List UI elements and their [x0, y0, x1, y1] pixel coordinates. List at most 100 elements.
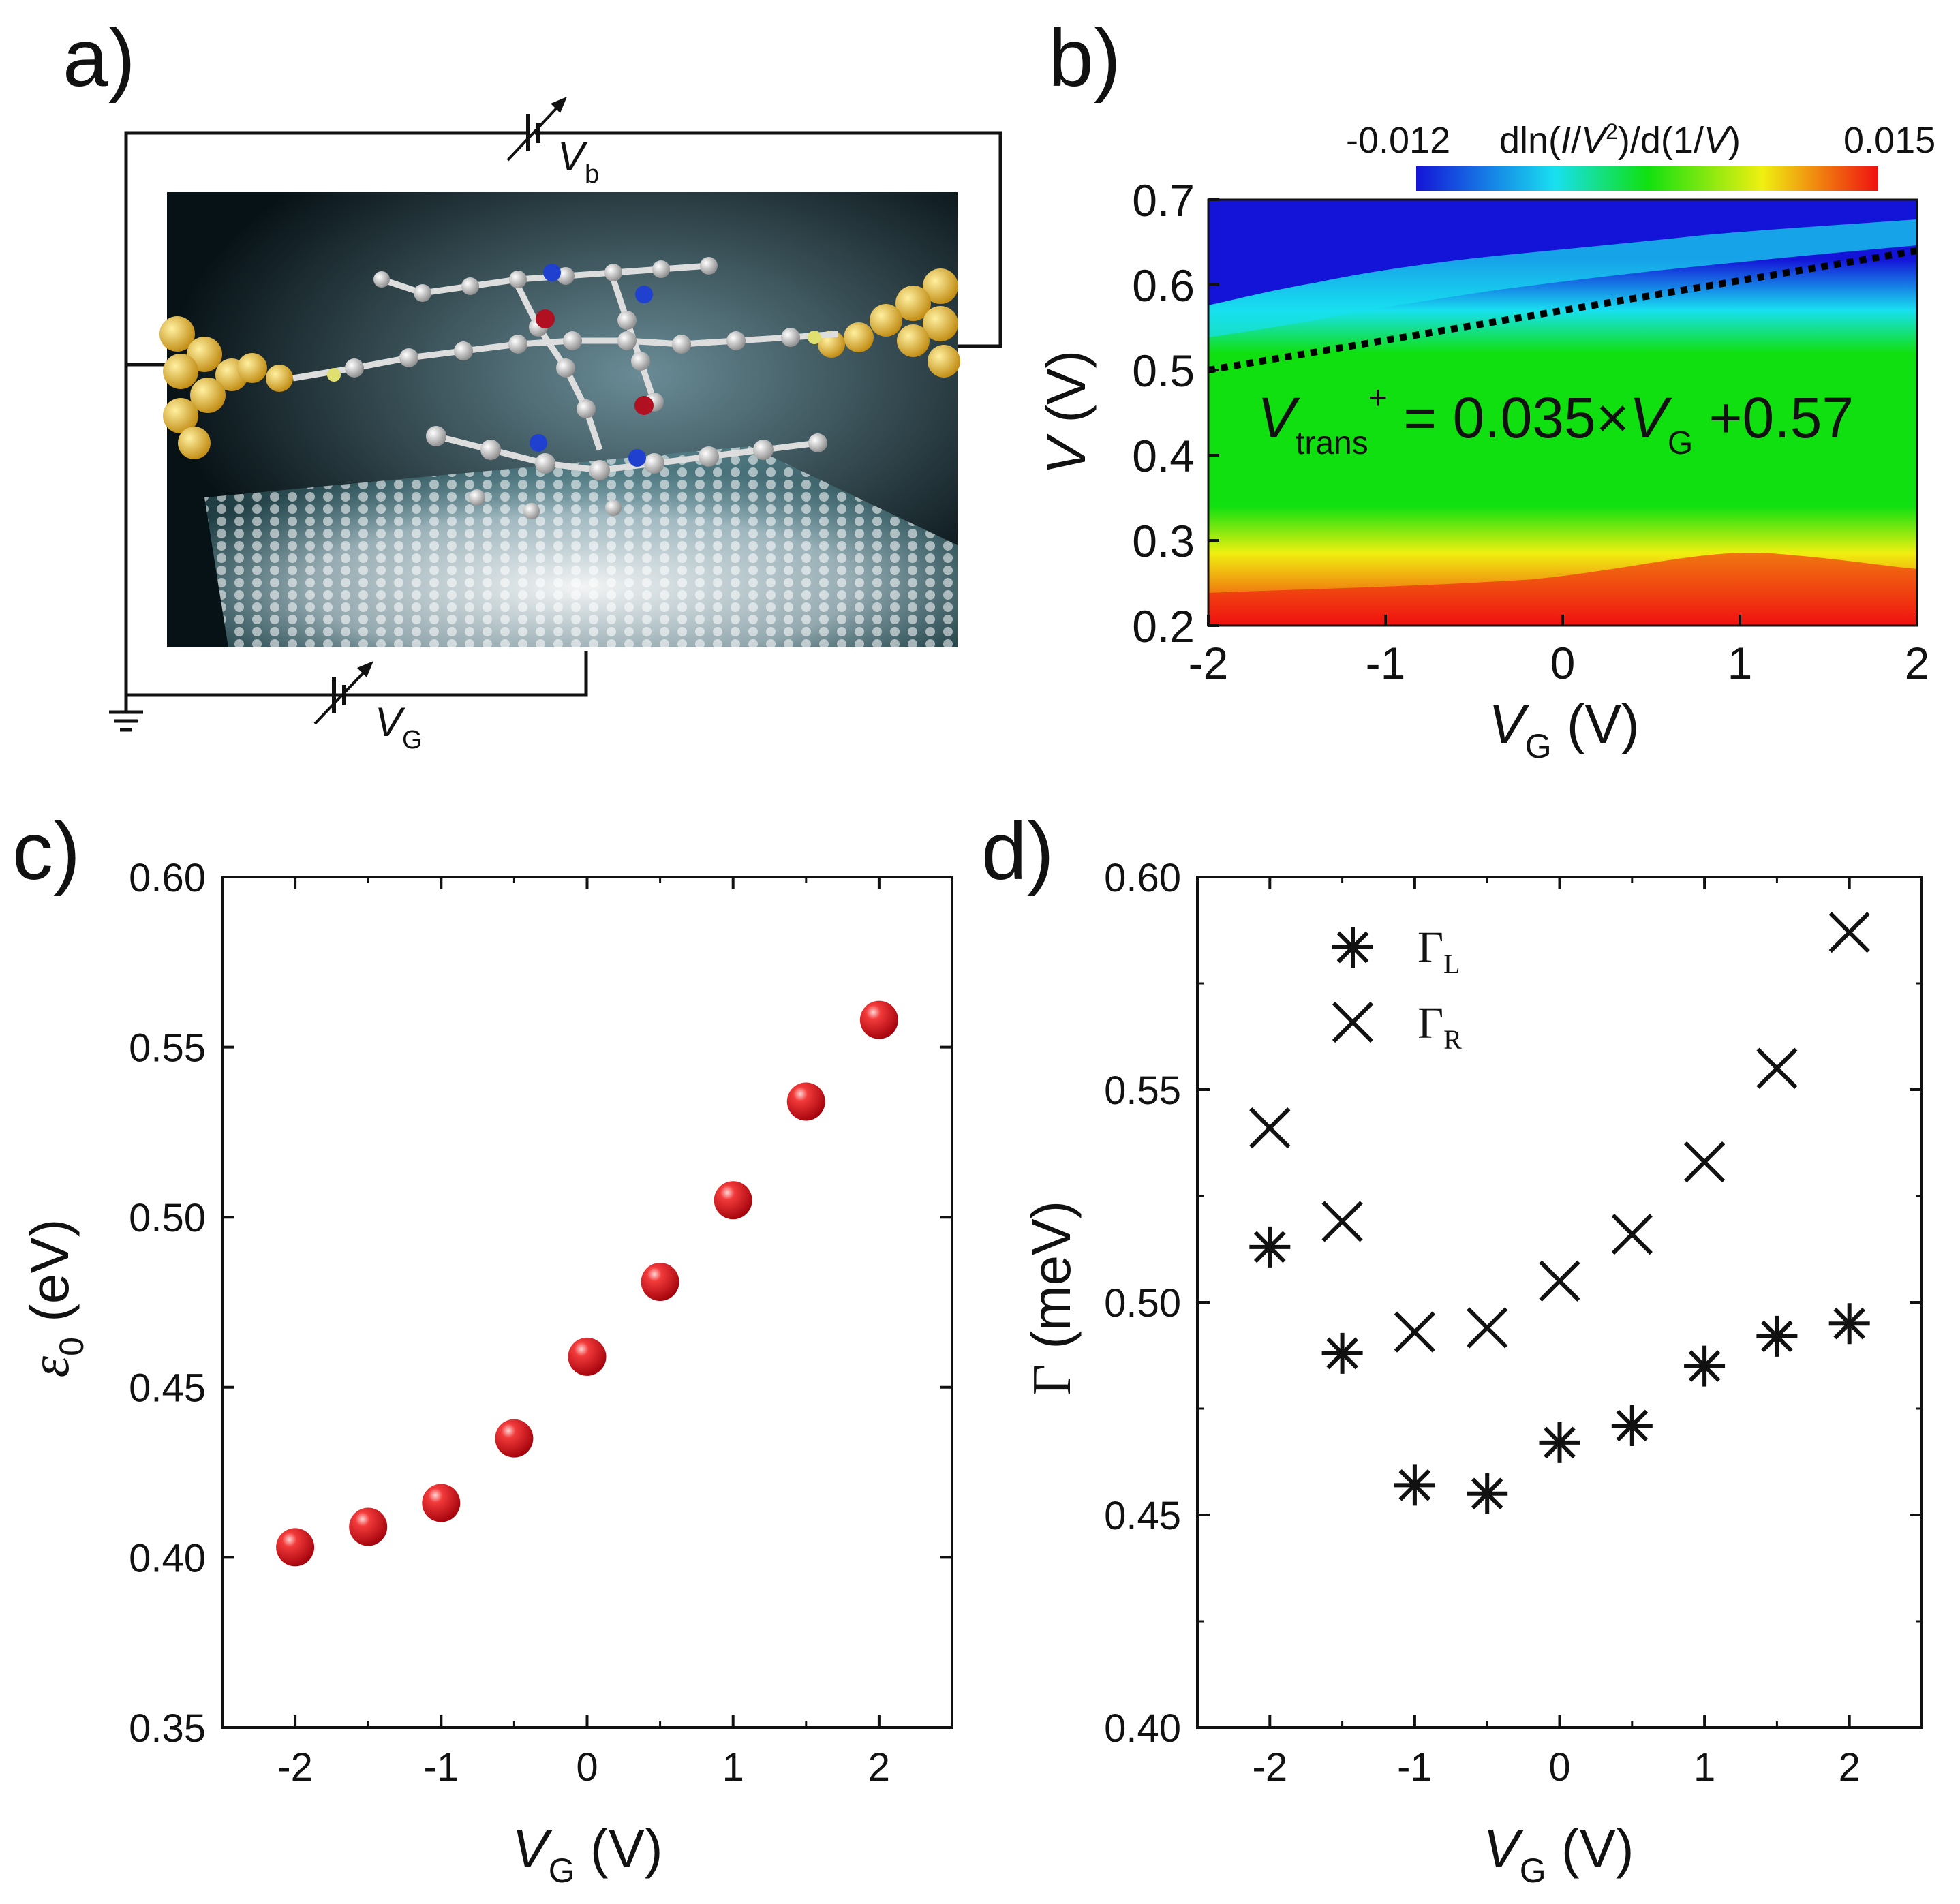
y-tick-label: 0.35	[129, 1706, 206, 1751]
panel-c-xlabel: VG (V)	[512, 1818, 662, 1890]
panel-d: d) -2 -1 0 1 2 0.40 0.45 0.50 0.55 0.60 ΓL ΓR VG …	[981, 805, 1923, 1890]
panel-c-axes: -2 -1 0 1 2 0.35 0.40 0.45 0.50 0.55 0.60	[129, 856, 953, 1790]
gamma-r-point	[1394, 1311, 1436, 1353]
molecule	[292, 257, 839, 519]
vb-label: Vb	[557, 134, 599, 189]
fit-annotation: Vtrans+ = 0.035×VG +0.57	[1257, 380, 1854, 461]
panel-b-ylabel: V (V)	[1036, 350, 1097, 474]
asterisk-stroke	[1544, 1426, 1576, 1459]
colorbar-max-label: 0.015	[1843, 120, 1935, 161]
y-tick-label: 0.55	[129, 1026, 206, 1070]
panel-c-letter: c)	[12, 805, 80, 897]
x-tick-label: 0	[1548, 1745, 1570, 1790]
circuit-wires	[124, 131, 1002, 712]
y-tick-label: 0.4	[1132, 431, 1195, 481]
y-tick-label: 0.50	[1104, 1281, 1181, 1325]
cross-stroke	[1467, 1307, 1508, 1349]
asterisk-stroke	[1761, 1320, 1793, 1353]
data-point	[859, 1000, 898, 1039]
panel-a: a) Vb VG	[63, 12, 1002, 754]
cross-stroke	[1332, 1001, 1374, 1043]
cross-stroke	[1828, 911, 1870, 953]
x-tick-label: -2	[1189, 638, 1229, 688]
gamma-r-point	[1683, 1141, 1726, 1183]
legend-cross	[1332, 1001, 1374, 1043]
y-tick-label: 0.3	[1132, 516, 1195, 566]
panel-a-letter: a)	[63, 12, 136, 104]
panel-c: c) -2 -1 0 1 2 0.35 0.40 0.45 0.50 0.55 0.60 VG (V…	[12, 805, 953, 1890]
asterisk-stroke	[1616, 1409, 1649, 1442]
data-point	[714, 1181, 752, 1220]
asterisk-stroke	[1688, 1350, 1721, 1382]
y-tick-label: 0.45	[129, 1366, 206, 1411]
legend-marker-gamma-l	[1332, 927, 1373, 968]
data-point	[641, 1263, 679, 1302]
asterisk-stroke	[1336, 931, 1369, 964]
x-tick-label: -1	[424, 1745, 459, 1790]
legend-marker-gamma-r	[1332, 1001, 1374, 1043]
cross-stroke	[1249, 1107, 1291, 1149]
panel-c-points	[276, 1000, 898, 1567]
x-tick-label: 1	[1728, 638, 1753, 688]
x-tick-label: -2	[1253, 1745, 1288, 1790]
gamma-r-point	[1828, 911, 1870, 953]
colorbar	[1416, 166, 1878, 191]
data-point	[349, 1507, 388, 1546]
panel-d-ylabel: Γ (meV)	[1021, 1201, 1082, 1396]
y-tick-label: 0.6	[1132, 260, 1195, 311]
y-tick-label: 0.2	[1132, 601, 1195, 651]
data-point	[495, 1419, 534, 1458]
cross-stroke	[1321, 1201, 1363, 1242]
asterisk-stroke	[1253, 1231, 1286, 1263]
panel-d-xlabel: VG (V)	[1483, 1818, 1634, 1890]
panel-b: b) -0.012 dln(I/V2)/d(1/V) 0.015 Vtrans+…	[1036, 12, 1935, 765]
gamma-l-point	[1467, 1473, 1508, 1514]
cross-stroke	[1683, 1141, 1726, 1183]
x-tick-label: -1	[1397, 1745, 1433, 1790]
y-tick-label: 0.50	[129, 1196, 206, 1240]
panel-c-ylabel: ε0 (eV)	[19, 1219, 91, 1378]
cross-stroke	[1611, 1214, 1653, 1255]
y-tick-label: 0.60	[129, 856, 206, 900]
y-tick-label: 0.40	[1104, 1706, 1181, 1751]
asterisk-stroke	[1833, 1307, 1866, 1340]
gamma-l-point	[1828, 1303, 1870, 1345]
legend-label-gamma-r: ΓR	[1418, 998, 1462, 1055]
gamma-l-point	[1684, 1345, 1726, 1387]
y-tick-label: 0.7	[1132, 175, 1195, 226]
x-tick-label: 0	[576, 1745, 598, 1790]
data-point	[276, 1528, 315, 1567]
molecular-junction-image	[159, 192, 960, 647]
panel-d-points	[1249, 911, 1870, 1514]
plot-frame	[1196, 876, 1923, 1729]
gamma-r-point	[1539, 1260, 1580, 1302]
gamma-l-point	[1321, 1332, 1363, 1374]
battery-vg	[313, 661, 373, 725]
gamma-r-point	[1249, 1107, 1291, 1149]
asterisk-stroke	[1471, 1477, 1503, 1510]
gamma-l-point	[1249, 1226, 1291, 1268]
gamma-l-point	[1394, 1464, 1435, 1506]
asterisk-stroke	[1326, 1337, 1358, 1370]
gold-electrode-left	[159, 316, 293, 459]
gold-electrode-right	[818, 268, 960, 378]
y-tick-label: 0.5	[1132, 346, 1195, 396]
asterisk-stroke	[1398, 1469, 1431, 1501]
vg-label: VG	[375, 699, 423, 754]
legend: ΓL ΓR	[1332, 923, 1462, 1055]
legend-asterisk	[1332, 927, 1373, 968]
data-point	[786, 1082, 825, 1121]
gamma-l-point	[1539, 1422, 1580, 1463]
panel-d-axes: -2 -1 0 1 2 0.40 0.45 0.50 0.55 0.60	[1104, 856, 1923, 1790]
colorbar-label: dln(I/V2)/d(1/V)	[1499, 119, 1741, 161]
plot-frame	[221, 876, 953, 1729]
panel-d-letter: d)	[981, 805, 1054, 897]
data-point	[568, 1337, 607, 1376]
legend-label-gamma-l: ΓL	[1418, 923, 1460, 979]
x-tick-label: 2	[1839, 1745, 1861, 1790]
x-tick-label: 2	[1905, 638, 1930, 688]
heatmap-field	[1208, 200, 1917, 626]
y-tick-label: 0.60	[1104, 856, 1181, 900]
gamma-r-point	[1756, 1047, 1798, 1089]
